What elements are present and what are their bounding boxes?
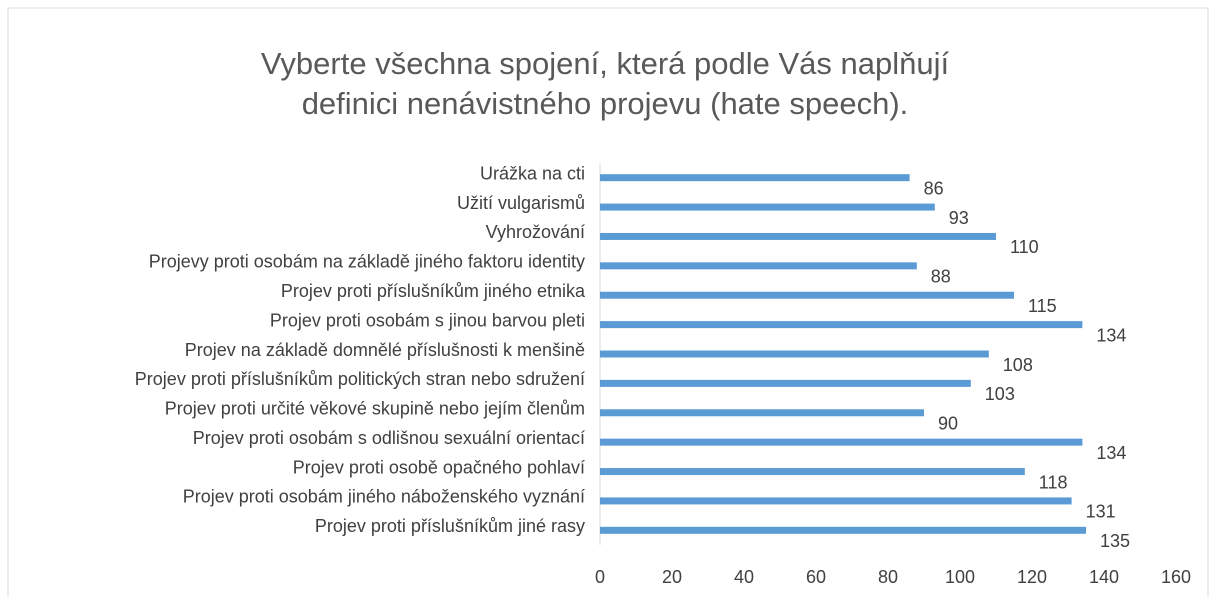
data-label: 131: [1086, 502, 1116, 522]
y-tick-label: Projev proti určité věkové skupině nebo …: [165, 399, 585, 419]
data-label: 134: [1096, 443, 1126, 463]
data-label: 93: [949, 208, 969, 228]
bar: [600, 321, 1083, 329]
bar: [600, 409, 924, 417]
x-tick-label: 40: [734, 567, 754, 587]
y-tick-label: Urážka na cti: [480, 163, 585, 183]
data-label: 108: [1003, 355, 1033, 375]
bar: [600, 174, 910, 182]
data-label: 110: [1010, 237, 1039, 257]
y-tick-label: Projev proti příslušníkům jiné rasy: [315, 516, 585, 536]
data-label: 103: [985, 384, 1015, 404]
data-label: 134: [1096, 325, 1126, 345]
y-tick-label: Projevy proti osobám na základě jiného f…: [149, 252, 585, 272]
data-label: 135: [1100, 531, 1130, 551]
bar: [600, 350, 989, 358]
x-tick-label: 20: [662, 567, 682, 587]
chart-border: [7, 7, 1209, 597]
bar: [600, 232, 996, 240]
bar: [600, 468, 1025, 476]
bar: [600, 379, 971, 387]
bar: [600, 291, 1014, 299]
y-tick-label: Projev na základě domnělé příslušnosti k…: [185, 340, 585, 360]
x-tick-label: 160: [1161, 567, 1191, 587]
x-tick-label: 80: [878, 567, 898, 587]
y-tick-label: Projev proti příslušníkům politických st…: [135, 369, 585, 389]
data-label: 86: [924, 178, 944, 198]
bar: [600, 497, 1072, 505]
y-tick-label: Projev proti příslušníkům jiného etnika: [281, 281, 586, 301]
x-tick-label: 120: [1017, 567, 1047, 587]
bar: [600, 526, 1086, 534]
bar: [600, 262, 917, 270]
bar: [600, 203, 935, 211]
x-tick-label: 100: [945, 567, 975, 587]
chart-title: Vyberte všechna spojení, která podle Vás…: [260, 46, 950, 121]
data-label: 115: [1028, 296, 1057, 316]
bar: [600, 438, 1083, 446]
x-tick-label: 60: [806, 567, 826, 587]
x-tick-label: 0: [595, 567, 605, 587]
y-tick-label: Vyhrožování: [486, 222, 585, 242]
data-label: 88: [931, 267, 951, 287]
data-label: 118: [1039, 472, 1068, 492]
y-tick-label: Projev proti osobám s odlišnou sexuální …: [193, 428, 585, 448]
x-tick-label: 140: [1089, 567, 1119, 587]
y-tick-label: Projev proti osobám s jinou barvou pleti: [270, 310, 585, 330]
y-tick-label: Projev proti osobě opačného pohlaví: [293, 457, 585, 477]
y-tick-label: Užití vulgarismů: [457, 193, 585, 213]
data-label: 90: [938, 414, 958, 434]
y-tick-label: Projev proti osobám jiného náboženského …: [183, 487, 585, 507]
